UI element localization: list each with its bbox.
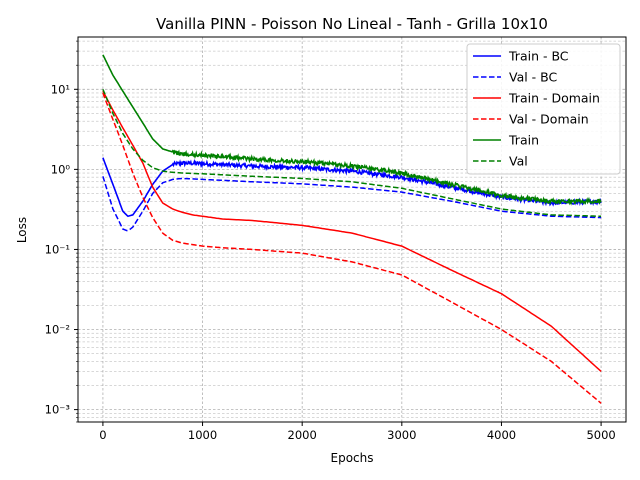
series-line — [102, 90, 602, 372]
y-tick-label: 10⁰ — [51, 162, 71, 176]
x-tick-label: 2000 — [288, 428, 317, 442]
series-lines — [102, 54, 602, 404]
legend-label: Val - BC — [509, 70, 558, 85]
y-axis-label: Loss — [15, 217, 29, 243]
y-tick-label: 10¹ — [51, 82, 70, 96]
y-tick-label: 10⁻¹ — [45, 242, 70, 256]
series-line — [102, 176, 602, 232]
x-tick-label: 3000 — [387, 428, 416, 442]
series-line — [102, 157, 602, 218]
plot-frame — [77, 36, 627, 423]
series-line — [102, 92, 602, 404]
legend-label: Train — [508, 133, 539, 148]
legend: Train - BC Val - BC Train - Domain Val - Do… — [466, 43, 621, 175]
y-tick-label: 10⁻³ — [45, 403, 71, 417]
legend-label: Train - Domain — [508, 91, 600, 106]
x-tick-label: 1000 — [188, 428, 217, 442]
legend-box — [466, 43, 621, 175]
x-tick-label: 4000 — [487, 428, 516, 442]
chart-title: Vanilla PINN - Poisson No Lineal - Tanh … — [156, 15, 548, 33]
series-line — [102, 89, 602, 217]
x-tick-label: 5000 — [586, 428, 615, 442]
x-tick-label: 0 — [99, 428, 106, 442]
axis-ticks: 0 1000 2000 3000 4000 5000 10⁻³ 10⁻² 10⁻¹ 10⁰ 10¹ — [45, 40, 616, 442]
legend-label: Train - BC — [508, 49, 569, 64]
series-line — [102, 54, 602, 206]
legend-label: Val - Domain — [509, 112, 589, 127]
legend-label: Val — [509, 154, 528, 169]
y-tick-label: 10⁻² — [45, 323, 70, 337]
x-axis-label: Epochs — [331, 451, 374, 465]
